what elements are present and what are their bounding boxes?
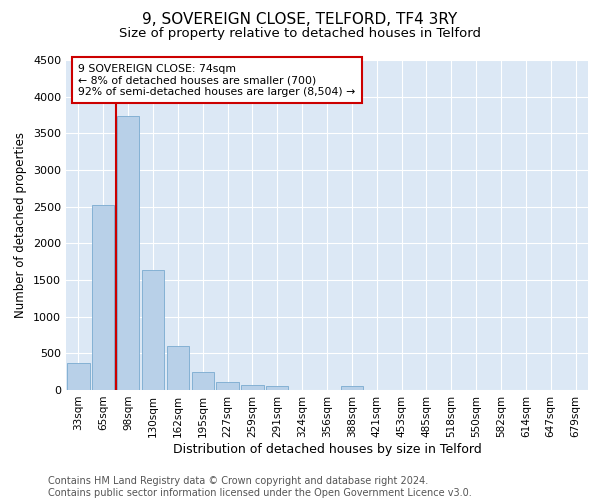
Text: 9, SOVEREIGN CLOSE, TELFORD, TF4 3RY: 9, SOVEREIGN CLOSE, TELFORD, TF4 3RY — [142, 12, 458, 28]
Bar — [217, 382, 239, 390]
Text: 9 SOVEREIGN CLOSE: 74sqm
← 8% of detached houses are smaller (700)
92% of semi-d: 9 SOVEREIGN CLOSE: 74sqm ← 8% of detache… — [79, 64, 356, 97]
Y-axis label: Number of detached properties: Number of detached properties — [14, 132, 28, 318]
Bar — [266, 386, 289, 390]
Bar — [167, 346, 189, 390]
Text: Size of property relative to detached houses in Telford: Size of property relative to detached ho… — [119, 28, 481, 40]
Bar — [191, 372, 214, 390]
Bar — [117, 116, 139, 390]
Bar — [92, 205, 115, 390]
Text: Contains HM Land Registry data © Crown copyright and database right 2024.
Contai: Contains HM Land Registry data © Crown c… — [48, 476, 472, 498]
Bar — [67, 362, 89, 390]
Bar — [142, 270, 164, 390]
X-axis label: Distribution of detached houses by size in Telford: Distribution of detached houses by size … — [173, 442, 481, 456]
Bar — [241, 385, 263, 390]
Bar — [341, 386, 363, 390]
